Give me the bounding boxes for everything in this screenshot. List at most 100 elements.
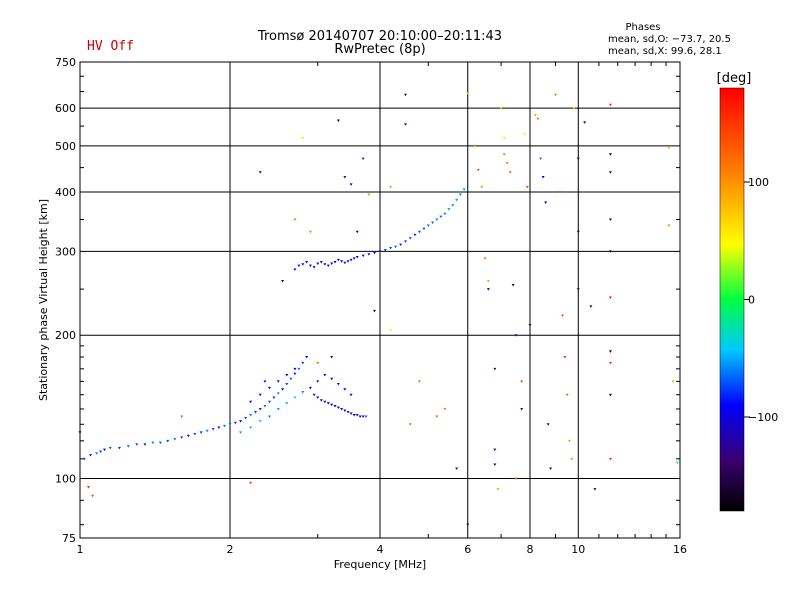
data-point [293, 268, 297, 271]
data-point [308, 386, 312, 390]
phases-o-stats: mean, sd,O: −73.7, 20.5 [608, 34, 731, 45]
data-point [608, 153, 612, 156]
data-point [383, 249, 387, 252]
data-point [561, 314, 565, 318]
data-point [403, 240, 407, 243]
data-point [239, 431, 243, 434]
data-point [316, 262, 320, 265]
data-point [333, 261, 337, 264]
data-point [608, 361, 612, 365]
data-point [417, 380, 421, 383]
data-point [352, 257, 356, 260]
data-point [608, 457, 612, 461]
data-point [293, 367, 297, 371]
data-point [253, 410, 257, 414]
data-point [346, 260, 350, 263]
data-point [502, 136, 506, 140]
data-point [389, 329, 393, 332]
data-point [608, 393, 612, 397]
data-point [276, 392, 280, 395]
y-axis-label: Stationary phase Virtual Height [km] [37, 199, 50, 401]
y-tick-label: 400 [55, 186, 76, 199]
data-point [355, 413, 359, 417]
data-point [211, 428, 215, 431]
data-point [263, 380, 267, 383]
data-point [593, 488, 597, 491]
data-point [326, 402, 330, 405]
data-point [78, 431, 82, 434]
data-point [502, 153, 506, 156]
data-point [151, 441, 155, 445]
data-point [608, 350, 612, 353]
data-point [546, 423, 550, 426]
data-point [217, 426, 221, 429]
data-point [135, 443, 139, 446]
chart-subtitle: RwPretec (8p) [334, 42, 425, 57]
data-point [533, 114, 537, 117]
data-point [343, 261, 347, 265]
data-point [199, 431, 203, 434]
data-point [346, 410, 350, 414]
data-point [117, 446, 121, 450]
data-point [316, 361, 320, 365]
data-point [544, 201, 548, 205]
data-point [82, 457, 86, 461]
phases-heading: Phases [625, 22, 660, 33]
x-tick-label: 4 [377, 543, 384, 556]
data-point [408, 423, 412, 426]
data-point [389, 247, 393, 250]
data-point [340, 260, 344, 263]
data-point [431, 221, 435, 225]
data-point [480, 185, 484, 189]
data-point [378, 250, 382, 253]
data-point [525, 185, 529, 189]
x-tick-label: 10 [571, 543, 585, 556]
phases-x-stats: mean, sd,X: 99.6, 28.1 [608, 46, 722, 57]
data-point [316, 396, 320, 399]
data-point [422, 227, 426, 231]
data-point [667, 224, 671, 228]
data-point [364, 415, 368, 418]
colorbar-tick-label: −100 [748, 411, 778, 424]
data-point [173, 438, 177, 441]
data-point [285, 382, 289, 386]
data-point [336, 258, 340, 262]
data-point [496, 488, 500, 491]
data-point [349, 412, 353, 415]
data-point [367, 193, 371, 197]
data-point [95, 452, 99, 455]
data-point [186, 434, 190, 438]
data-point [319, 399, 323, 402]
data-point [301, 390, 305, 394]
x-tick-label: 6 [464, 543, 471, 556]
data-point [493, 463, 497, 467]
data-point [263, 405, 267, 408]
data-point [443, 407, 447, 411]
data-point [316, 380, 320, 383]
data-point [413, 233, 417, 237]
data-point [276, 407, 280, 411]
data-point [355, 256, 359, 259]
data-point [89, 454, 93, 457]
colorbar-tick-label: 0 [748, 294, 755, 307]
plot-grid [80, 62, 680, 538]
x-tick-label: 16 [673, 543, 687, 556]
data-point [675, 461, 679, 465]
data-point [126, 445, 130, 448]
data-point [439, 215, 443, 219]
data-point [608, 218, 612, 222]
y-tick-label: 500 [55, 140, 76, 153]
data-point [563, 356, 567, 359]
y-tick-label: 750 [55, 56, 76, 69]
data-point [373, 251, 377, 255]
data-point [608, 250, 612, 253]
data-point [349, 258, 353, 262]
data-point [549, 467, 553, 470]
data-point [249, 400, 253, 404]
data-point [267, 400, 271, 404]
data-point [330, 377, 334, 381]
data-point [389, 185, 393, 189]
x-tick-label: 8 [527, 543, 534, 556]
data-point [558, 190, 562, 194]
